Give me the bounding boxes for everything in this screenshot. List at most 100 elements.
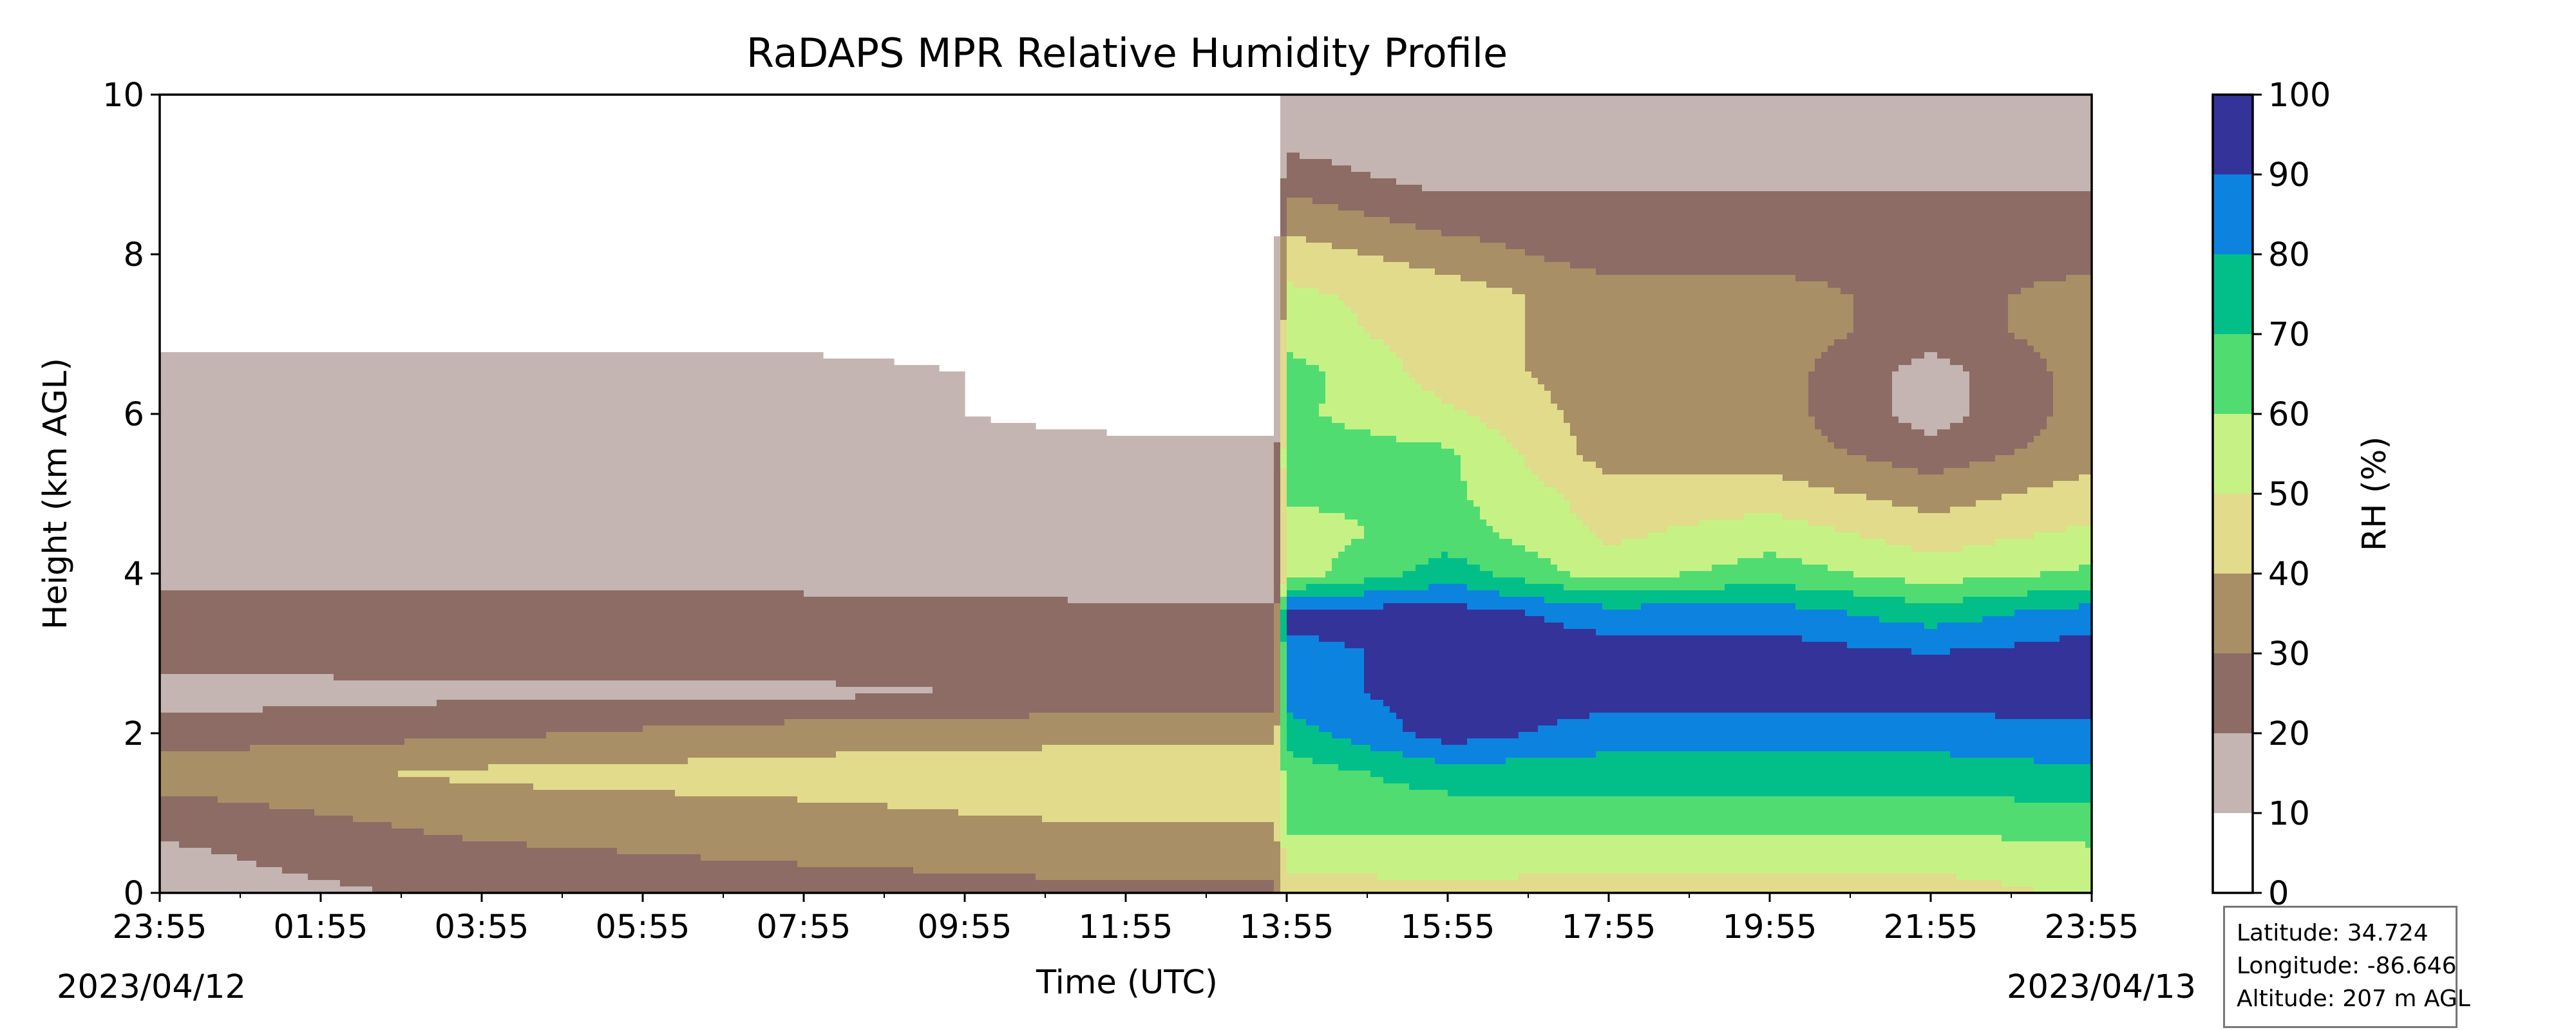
contour-cell: [456, 590, 463, 681]
contour-cell: [636, 352, 643, 591]
contour-cell: [160, 352, 167, 591]
contour-cell: [1557, 584, 1564, 604]
contour-cell: [765, 352, 772, 591]
contour-cell: [733, 700, 740, 726]
contour-cell: [1422, 590, 1429, 604]
contour-cell: [585, 700, 592, 733]
contour-cell: [482, 700, 489, 739]
contour-cell: [1589, 462, 1596, 533]
contour-cell: [1841, 713, 1848, 752]
contour-cell: [1776, 751, 1783, 797]
contour-cell: [1647, 577, 1654, 591]
contour-cell: [1750, 835, 1757, 874]
contour-cell: [842, 751, 849, 803]
contour-cell: [1100, 603, 1107, 713]
contour-cell: [1396, 223, 1403, 263]
contour-cell: [1293, 288, 1300, 359]
contour-cell: [784, 680, 791, 700]
contour-cell: [1345, 648, 1352, 739]
contour-cell: [1525, 597, 1532, 617]
contour-cell: [817, 680, 824, 700]
contour-cell: [1332, 874, 1339, 894]
contour-cell: [1274, 841, 1281, 894]
contour-cell: [1976, 500, 1983, 546]
contour-cell: [1808, 95, 1815, 192]
contour-cell: [1209, 745, 1217, 823]
contour-cell: [1763, 584, 1770, 604]
contour-cell: [1106, 603, 1113, 713]
contour-cell: [1577, 268, 1584, 456]
contour-cell: [1982, 462, 1989, 501]
contour-cell: [1956, 584, 1964, 604]
contour-cell: [2066, 571, 2073, 591]
contour-cell: [1519, 545, 1526, 578]
contour-cell: [1577, 577, 1584, 591]
x-tick-label: 11:55: [1079, 908, 1173, 946]
contour-cell: [1834, 95, 1841, 192]
contour-cell: [1770, 474, 1777, 514]
contour-cell: [211, 590, 218, 675]
contour-cell: [1319, 159, 1326, 205]
contour-cell: [1853, 616, 1861, 649]
contour-cell: [1461, 281, 1468, 411]
contour-cell: [231, 713, 238, 752]
contour-cell: [1544, 487, 1551, 559]
contour-cell: [823, 867, 830, 894]
contour-cell: [1119, 745, 1126, 823]
contour-cell: [1325, 571, 1332, 585]
contour-cell: [1493, 577, 1500, 591]
contour-cell: [1525, 468, 1532, 552]
contour-cell: [611, 352, 618, 591]
contour-cell: [984, 417, 991, 597]
contour-cell: [263, 674, 270, 707]
contour-cell: [939, 371, 946, 597]
contour-cell: [1692, 796, 1700, 836]
contour-cell: [1924, 513, 1931, 552]
contour-cell: [340, 590, 347, 681]
contour-cell: [1950, 507, 1957, 552]
contour-cell: [630, 700, 637, 733]
contour-cell: [1622, 474, 1629, 539]
contour-cell: [166, 352, 173, 591]
contour-cell: [224, 352, 231, 591]
contour-cell: [1029, 874, 1036, 894]
contour-cell: [643, 680, 650, 700]
contour-cell: [1570, 796, 1577, 836]
contour-cell: [1061, 429, 1068, 597]
contour-cell: [1570, 758, 1577, 797]
contour-cell: [1061, 597, 1068, 713]
contour-cell: [1319, 597, 1326, 610]
contour-cell: [1699, 835, 1706, 874]
contour-cell: [372, 822, 379, 894]
contour-cell: [1506, 738, 1513, 758]
contour-cell: [1042, 597, 1049, 713]
contour-cell: [1370, 777, 1378, 836]
contour-cell: [2021, 610, 2028, 642]
contour-cell: [1879, 577, 1886, 597]
contour-cell: [1673, 635, 1680, 713]
contour-cell: [1589, 758, 1596, 797]
contour-cell: [1177, 745, 1184, 823]
contour-cell: [1634, 610, 1642, 636]
contour-cell: [411, 352, 418, 591]
contour-cell: [1023, 423, 1030, 597]
contour-cell: [2002, 539, 2009, 578]
contour-cell: [1680, 796, 1687, 836]
contour-cell: [1931, 191, 1938, 353]
contour-cell: [243, 590, 251, 675]
contour-cell: [1725, 474, 1732, 520]
contour-cell: [263, 352, 270, 591]
contour-cell: [1280, 848, 1287, 894]
contour-cell: [2066, 191, 2073, 276]
contour-cell: [495, 590, 502, 681]
contour-cell: [881, 751, 888, 803]
contour-cell: [1763, 796, 1770, 836]
contour-cell: [604, 352, 611, 591]
contour-cell: [1750, 713, 1757, 752]
contour-cell: [1293, 719, 1300, 758]
contour-cell: [1615, 275, 1622, 475]
contour-cell: [237, 861, 244, 894]
contour-cell: [887, 359, 895, 597]
contour-cell: [1673, 874, 1680, 894]
contour-cell: [1145, 713, 1152, 745]
